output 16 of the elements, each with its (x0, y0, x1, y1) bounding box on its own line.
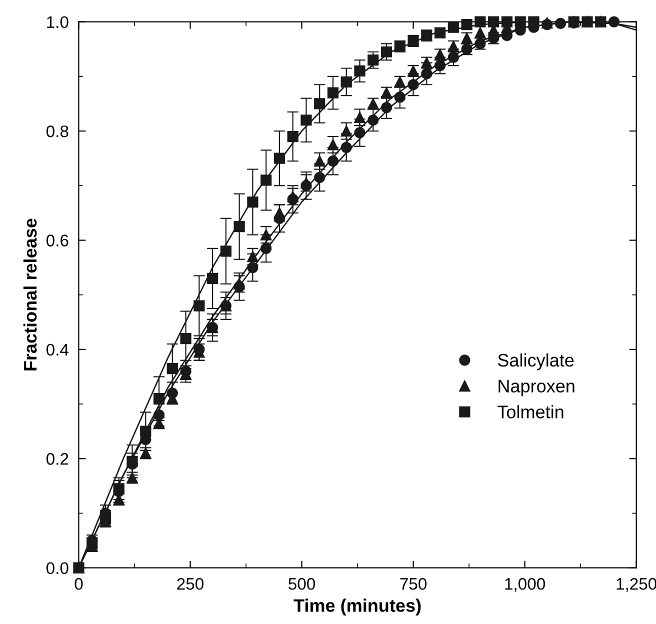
y-tick-label: 0.8 (46, 125, 68, 138)
x-tick-label: 500 (288, 578, 316, 590)
y-tick-label: 1.0 (47, 16, 68, 28)
legend-label: Salicylate (498, 353, 574, 370)
x-tick-label: 750 (400, 578, 427, 590)
x-tick-label: 250 (177, 578, 204, 590)
y-tick-label: 0.0 (46, 562, 68, 574)
y-tick-label: 0.6 (46, 234, 68, 246)
y-tick-label: 0.2 (46, 453, 68, 465)
legend-label: Naproxen (498, 380, 574, 396)
y-tick-label: 0.4 (46, 344, 69, 356)
legend-label: Tolmetin (498, 405, 564, 418)
x-tick-label: 0 (74, 578, 83, 590)
y-axis-title: Fractional release (23, 218, 37, 370)
x-tick-label: 1,000 (505, 578, 546, 592)
x-axis-title: Time (minutes) (294, 598, 421, 616)
